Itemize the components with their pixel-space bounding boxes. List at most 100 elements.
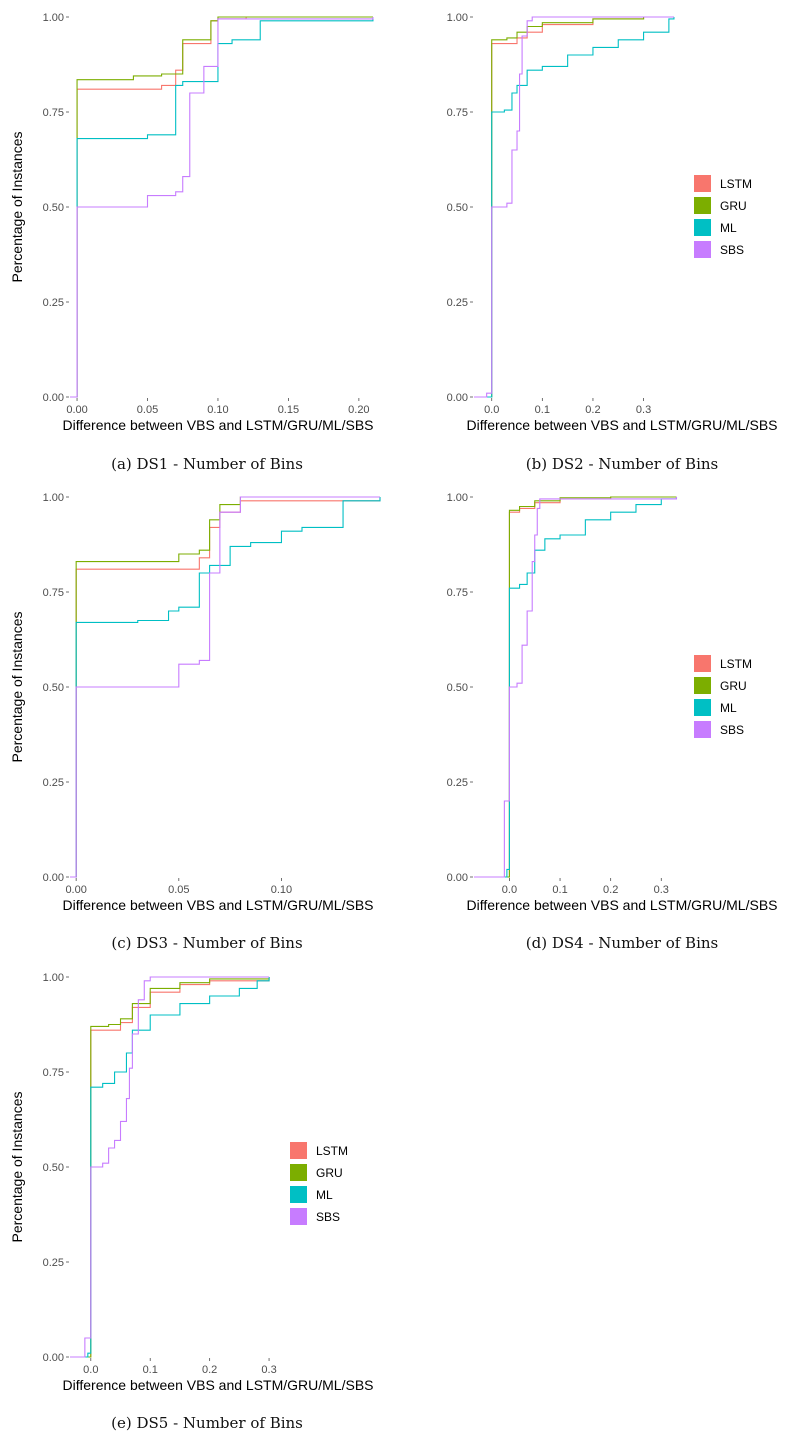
legend-key-sbs	[290, 1208, 307, 1225]
series-line-sbs	[70, 496, 380, 878]
y-tick-label: 0.00	[447, 872, 468, 884]
x-tick-label: 0.20	[348, 404, 369, 416]
x-axis-label: Difference between VBS and LSTM/GRU/ML/S…	[63, 897, 374, 913]
y-tick-label: 0.00	[447, 392, 468, 404]
series-line-sbs	[474, 497, 678, 878]
legend-key-gru	[694, 677, 711, 694]
x-tick-label: 0.1	[552, 884, 567, 896]
legend-label-gru: GRU	[316, 1166, 343, 1180]
x-tick-label: 0.0	[502, 884, 517, 896]
x-axis-label: Difference between VBS and LSTM/GRU/ML/S…	[467, 897, 778, 913]
x-tick-label: 0.10	[271, 884, 292, 896]
series-line-ml	[474, 17, 675, 398]
x-tick-label: 0.0	[484, 404, 499, 416]
y-tick-label: 0.75	[43, 107, 64, 119]
x-tick-label: 0.2	[585, 404, 600, 416]
chart-panel-2: 0.00 0.25 0.50 0.75 1.00 0.0 0.1 0.2 0.3 Differen…	[404, 0, 808, 473]
legend-key-ml	[290, 1186, 307, 1203]
x-axis-label: Difference between VBS and LSTM/GRU/ML/S…	[467, 417, 778, 433]
x-axis-label: Difference between VBS and LSTM/GRU/ML/S…	[63, 1377, 374, 1393]
series-line-gru	[70, 496, 380, 878]
legend-key-gru	[290, 1164, 307, 1181]
series-line-sbs	[70, 17, 374, 398]
legend-label-lstm: LSTM	[720, 657, 752, 671]
figure-caption: (a) DS1 - Number of Bins	[111, 455, 303, 473]
chart-svg: 0.00 0.25 0.50 0.75 1.00 0.0 0.1 0.2 0.3Differen…	[447, 12, 778, 433]
y-tick-label: 0.50	[447, 682, 468, 694]
x-tick-label: 0.2	[202, 1364, 217, 1376]
x-tick-label: 0.0	[83, 1364, 98, 1376]
series-line-sbs	[70, 976, 270, 1358]
y-tick-label: 0.00	[43, 1352, 64, 1364]
series-line-gru	[474, 496, 677, 878]
chart-panel-3: 0.00 0.25 0.50 0.75 1.00 0.00 0.05 0.10 Differen…	[0, 480, 404, 952]
y-tick-label: 0.25	[43, 297, 64, 309]
x-tick-label: 0.10	[207, 404, 228, 416]
x-axis-label: Difference between VBS and LSTM/GRU/ML/S…	[63, 417, 374, 433]
y-tick-label: 0.25	[43, 1257, 64, 1269]
series-line-gru	[70, 16, 373, 398]
y-tick-label: 1.00	[43, 492, 64, 504]
chart-svg: 0.00 0.25 0.50 0.75 1.00 0.00 0.05 0.10Differen…	[9, 492, 381, 913]
legend-label-gru: GRU	[720, 679, 747, 693]
series-line-ml	[70, 17, 374, 398]
series-line-gru	[70, 977, 270, 1358]
x-tick-label: 0.05	[137, 404, 158, 416]
series-line-ml	[474, 497, 678, 878]
figure-caption: (e) DS5 - Number of Bins	[111, 1414, 303, 1432]
x-tick-label: 0.00	[66, 404, 87, 416]
y-tick-label: 0.50	[447, 202, 468, 214]
y-tick-label: 1.00	[447, 12, 468, 24]
legend-label-sbs: SBS	[720, 723, 744, 737]
y-tick-label: 0.25	[43, 777, 64, 789]
figure-caption: (d) DS4 - Number of Bins	[525, 934, 719, 952]
y-tick-label: 0.25	[447, 297, 468, 309]
legend-label-lstm: LSTM	[720, 177, 752, 191]
legend-key-gru	[694, 197, 711, 214]
legend-key-ml	[694, 699, 711, 716]
x-tick-label: 0.3	[636, 404, 651, 416]
y-tick-label: 0.50	[43, 1162, 64, 1174]
y-tick-label: 0.00	[43, 392, 64, 404]
legend-key-sbs	[694, 241, 711, 258]
figure-caption: (b) DS2 - Number of Bins	[525, 455, 719, 473]
x-tick-label: 0.15	[278, 404, 299, 416]
chart-panel-5: 0.00 0.25 0.50 0.75 1.00 0.0 0.1 0.2 0.3 Differen…	[0, 960, 404, 1432]
y-tick-label: 1.00	[43, 972, 64, 984]
chart-panel-4: 0.00 0.25 0.50 0.75 1.00 0.0 0.1 0.2 0.3 Differen…	[404, 480, 808, 952]
x-tick-label: 0.3	[654, 884, 669, 896]
y-axis-label: Percentage of Instances	[9, 612, 25, 763]
x-tick-label: 0.2	[603, 884, 618, 896]
chart-panel-1: 0.00 0.25 0.50 0.75 1.00 0.00 0.05 0.10 0.15 0.20…	[0, 0, 404, 473]
x-tick-label: 0.3	[261, 1364, 276, 1376]
legend-key-lstm	[694, 655, 711, 672]
legend-label-ml: ML	[720, 221, 737, 235]
legend-label-ml: ML	[316, 1188, 333, 1202]
legend-key-lstm	[290, 1142, 307, 1159]
x-tick-label: 0.00	[65, 884, 86, 896]
x-tick-label: 0.1	[143, 1364, 158, 1376]
y-tick-label: 0.00	[43, 872, 64, 884]
chart-svg: 0.00 0.25 0.50 0.75 1.00 0.0 0.1 0.2 0.3Differen…	[447, 492, 778, 913]
legend-key-lstm	[694, 175, 711, 192]
legend-label-sbs: SBS	[720, 243, 744, 257]
y-tick-label: 0.50	[43, 202, 64, 214]
y-tick-label: 0.75	[43, 1067, 64, 1079]
legend-label-lstm: LSTM	[316, 1144, 348, 1158]
y-axis-label: Percentage of Instances	[9, 1092, 25, 1243]
y-axis-label: Percentage of Instances	[9, 132, 25, 283]
figure-caption: (c) DS3 - Number of Bins	[111, 934, 303, 952]
legend-key-ml	[694, 219, 711, 236]
legend-label-sbs: SBS	[316, 1210, 340, 1224]
y-tick-label: 0.75	[447, 587, 468, 599]
series-line-ml	[70, 497, 381, 878]
x-tick-label: 0.05	[168, 884, 189, 896]
legend-label-ml: ML	[720, 701, 737, 715]
legend-label-gru: GRU	[720, 199, 747, 213]
y-tick-label: 0.50	[43, 682, 64, 694]
legend-key-sbs	[694, 721, 711, 738]
y-tick-label: 1.00	[43, 12, 64, 24]
y-tick-label: 0.25	[447, 777, 468, 789]
x-tick-label: 0.1	[535, 404, 550, 416]
y-tick-label: 0.75	[447, 107, 468, 119]
